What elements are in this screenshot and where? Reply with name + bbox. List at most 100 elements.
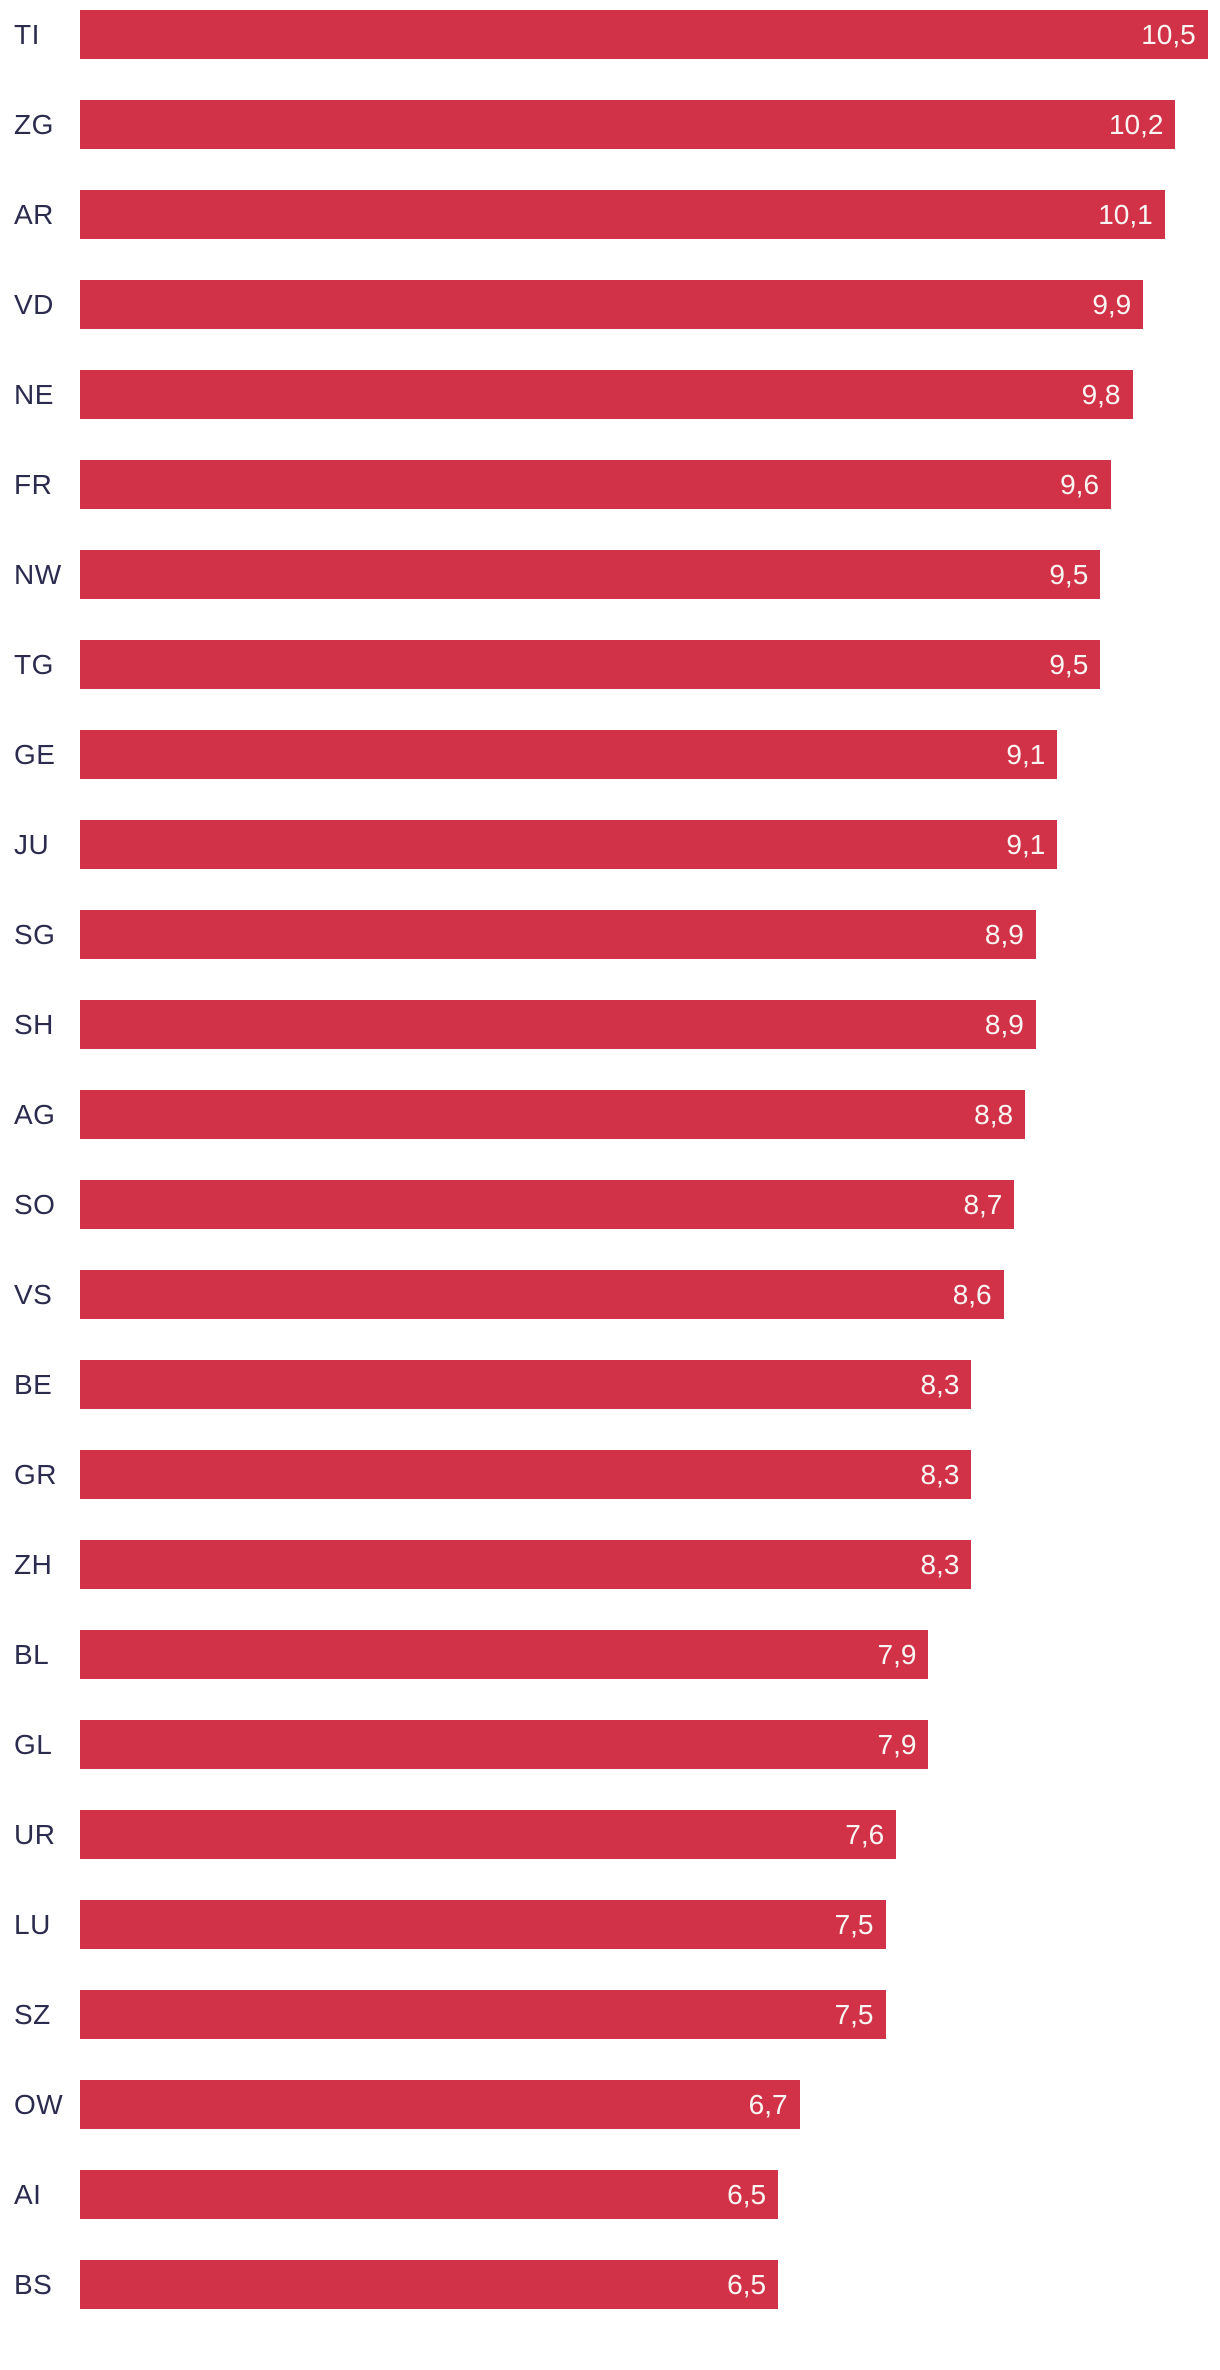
- category-label: NW: [14, 558, 62, 590]
- bar-row: JU 9,1: [0, 820, 1220, 869]
- value-label: 9,6: [1060, 468, 1100, 500]
- bar: 8,3: [80, 1540, 972, 1589]
- bar-row: GL 7,9: [0, 1720, 1220, 1769]
- bar: 9,1: [80, 730, 1058, 779]
- bar: 6,5: [80, 2170, 779, 2219]
- bar-row: LU 7,5: [0, 1900, 1220, 1949]
- bar: 7,5: [80, 1990, 886, 2039]
- category-label: BL: [14, 1638, 50, 1670]
- bar-row: BL 7,9: [0, 1630, 1220, 1679]
- bar: 8,7: [80, 1180, 1015, 1229]
- value-label: 7,5: [834, 1998, 874, 2030]
- bar-row: NE 9,8: [0, 370, 1220, 419]
- value-label: 8,3: [920, 1548, 960, 1580]
- category-label: ZG: [14, 108, 54, 140]
- bar: 7,9: [80, 1720, 929, 1769]
- category-label: VS: [14, 1278, 53, 1310]
- value-label: 9,5: [1049, 648, 1089, 680]
- bar: 8,9: [80, 1000, 1036, 1049]
- bar: 8,9: [80, 910, 1036, 959]
- value-label: 8,8: [974, 1098, 1014, 1130]
- value-label: 7,5: [834, 1908, 874, 1940]
- category-label: SO: [14, 1188, 56, 1220]
- value-label: 6,5: [727, 2268, 767, 2300]
- bar-row: BS 6,5: [0, 2260, 1220, 2309]
- bar: 8,8: [80, 1090, 1026, 1139]
- value-label: 8,3: [920, 1458, 960, 1490]
- value-label: 7,6: [845, 1818, 885, 1850]
- value-label: 8,7: [963, 1188, 1003, 1220]
- bar-chart: TI 10,5 ZG 10,2 AR 10,1 VD 9,9 NE 9,8 FR 9,6 NW 9,5 TG…: [0, 10, 1220, 2309]
- bar-row: VS 8,6: [0, 1270, 1220, 1319]
- bar: 8,3: [80, 1360, 972, 1409]
- category-label: TG: [14, 648, 54, 680]
- bar-row: GE 9,1: [0, 730, 1220, 779]
- category-label: ZH: [14, 1548, 53, 1580]
- category-label: SH: [14, 1008, 54, 1040]
- category-label: LU: [14, 1908, 51, 1940]
- bar-row: ZG 10,2: [0, 100, 1220, 149]
- category-label: OW: [14, 2088, 64, 2120]
- category-label: NE: [14, 378, 54, 410]
- bar: 9,6: [80, 460, 1112, 509]
- category-label: AI: [14, 2178, 42, 2210]
- value-label: 7,9: [877, 1728, 917, 1760]
- value-label: 8,3: [920, 1368, 960, 1400]
- category-label: TI: [14, 18, 40, 50]
- bar-row: AI 6,5: [0, 2170, 1220, 2219]
- bar: 9,1: [80, 820, 1058, 869]
- bar-row: OW 6,7: [0, 2080, 1220, 2129]
- bar: 9,5: [80, 640, 1101, 689]
- bar-row: TG 9,5: [0, 640, 1220, 689]
- value-label: 6,5: [727, 2178, 767, 2210]
- value-label: 10,5: [1141, 18, 1196, 50]
- bar-row: TI 10,5: [0, 10, 1220, 59]
- value-label: 9,1: [1006, 738, 1046, 770]
- bar: 9,8: [80, 370, 1133, 419]
- bar-row: BE 8,3: [0, 1360, 1220, 1409]
- bar-row: AG 8,8: [0, 1090, 1220, 1139]
- value-label: 8,9: [984, 918, 1024, 950]
- bar: 7,9: [80, 1630, 929, 1679]
- value-label: 7,9: [877, 1638, 917, 1670]
- value-label: 8,9: [984, 1008, 1024, 1040]
- value-label: 9,8: [1081, 378, 1121, 410]
- value-label: 10,2: [1108, 108, 1164, 140]
- bar: 10,5: [80, 10, 1208, 59]
- bar-row: ZH 8,3: [0, 1540, 1220, 1589]
- bar: 7,5: [80, 1900, 886, 1949]
- category-label: GE: [14, 738, 56, 770]
- category-label: SZ: [14, 1998, 51, 2030]
- bar: 9,5: [80, 550, 1101, 599]
- value-label: 8,6: [952, 1278, 992, 1310]
- bar: 9,9: [80, 280, 1144, 329]
- category-label: AR: [14, 198, 54, 230]
- category-label: BS: [14, 2268, 53, 2300]
- category-label: SG: [14, 918, 56, 950]
- value-label: 9,5: [1049, 558, 1089, 590]
- value-label: 9,1: [1006, 828, 1046, 860]
- category-label: GR: [14, 1458, 57, 1490]
- bar: 8,3: [80, 1450, 972, 1499]
- bar-row: GR 8,3: [0, 1450, 1220, 1499]
- bar: 8,6: [80, 1270, 1004, 1319]
- bar-row: FR 9,6: [0, 460, 1220, 509]
- value-label: 6,7: [748, 2088, 788, 2120]
- bar-row: NW 9,5: [0, 550, 1220, 599]
- value-label: 10,1: [1098, 198, 1153, 230]
- bar-row: VD 9,9: [0, 280, 1220, 329]
- category-label: VD: [14, 288, 54, 320]
- bar: 6,5: [80, 2260, 779, 2309]
- category-label: GL: [14, 1728, 53, 1760]
- bar: 7,6: [80, 1810, 897, 1859]
- bar-row: SG 8,9: [0, 910, 1220, 959]
- bar: 10,2: [80, 100, 1176, 149]
- bar: 6,7: [80, 2080, 800, 2129]
- bar-row: UR 7,6: [0, 1810, 1220, 1859]
- value-label: 9,9: [1092, 288, 1132, 320]
- category-label: FR: [14, 468, 53, 500]
- bar-row: SH 8,9: [0, 1000, 1220, 1049]
- bar-row: SO 8,7: [0, 1180, 1220, 1229]
- category-label: JU: [14, 828, 50, 860]
